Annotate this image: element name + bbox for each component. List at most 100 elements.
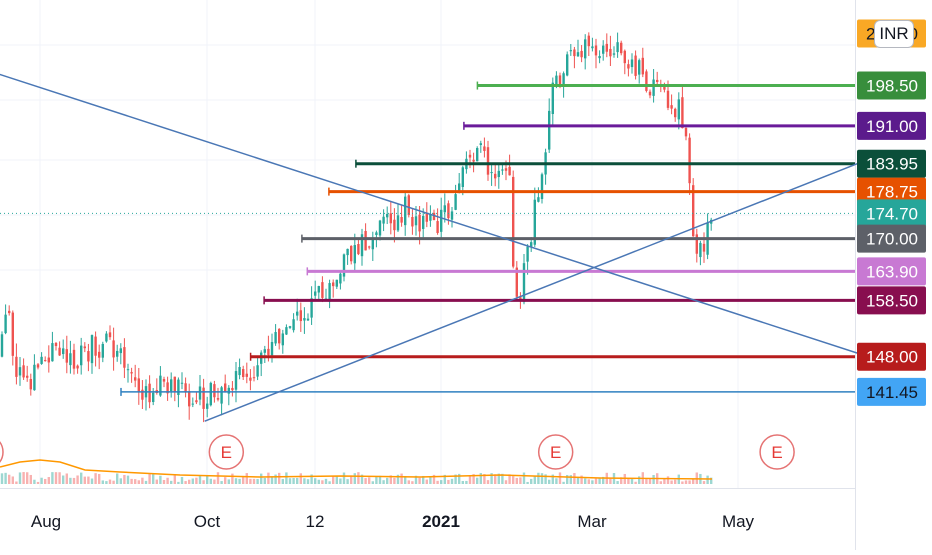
- volume-bar: [184, 481, 187, 484]
- candle-body: [231, 387, 234, 391]
- volume-bar: [238, 478, 241, 484]
- volume-bar: [87, 476, 90, 484]
- candle-body: [180, 382, 184, 384]
- volume-bar: [648, 478, 652, 484]
- candle-body: [216, 398, 220, 400]
- time-tick-label: Oct: [194, 512, 221, 531]
- volume-bar: [544, 474, 547, 484]
- candle-body: [436, 221, 439, 233]
- volume-bar: [594, 478, 598, 484]
- candle-body: [591, 46, 594, 49]
- candle-body: [184, 383, 187, 393]
- volume-bar: [670, 480, 673, 484]
- volume-bar: [76, 475, 79, 484]
- candle-body: [177, 379, 180, 395]
- volume-bar: [292, 478, 295, 484]
- candle-body: [335, 279, 338, 287]
- candle-body: [195, 400, 198, 403]
- volume-bar: [353, 473, 356, 484]
- candle-body: [504, 168, 508, 171]
- volume-bar: [324, 478, 328, 484]
- candle-body: [576, 52, 580, 57]
- price-label-text: 198.50: [866, 77, 918, 96]
- price-label-text: 191.00: [866, 117, 918, 136]
- volume-bar: [314, 478, 317, 484]
- volume-bar: [375, 476, 378, 484]
- candle-body: [90, 335, 94, 364]
- volume-bar: [501, 473, 504, 484]
- candle-body: [548, 110, 551, 150]
- candle-body: [94, 336, 97, 356]
- candle-body: [609, 48, 612, 57]
- volume-bar: [674, 479, 677, 484]
- volume-bar: [400, 473, 403, 484]
- volume-bar: [29, 474, 32, 484]
- candle-body: [119, 348, 122, 354]
- candle-body: [537, 197, 540, 202]
- volume-bar: [177, 481, 180, 484]
- volume-bar: [98, 473, 101, 484]
- candle-body: [130, 372, 133, 374]
- candle-body: [206, 403, 209, 409]
- volume-bar: [566, 474, 569, 484]
- volume-bar: [137, 480, 140, 484]
- volume-bar: [256, 479, 259, 484]
- candle-body: [188, 391, 191, 407]
- volume-bar: [220, 481, 223, 484]
- volume-bar: [479, 473, 482, 484]
- volume-bar: [663, 478, 666, 484]
- volume-bar: [569, 475, 572, 484]
- candle-body: [123, 347, 126, 368]
- candle-body: [526, 246, 529, 262]
- candle-body: [382, 216, 385, 224]
- volume-bar: [440, 480, 443, 484]
- candle-body: [447, 203, 450, 219]
- volume-bar: [180, 476, 184, 484]
- candle-body: [213, 384, 216, 398]
- volume-bar: [303, 478, 306, 484]
- volume-bar: [90, 478, 94, 484]
- time-tick-label: Aug: [31, 512, 61, 531]
- currency-badge[interactable]: INR: [874, 20, 914, 48]
- candle-body: [278, 328, 281, 344]
- candle-body: [350, 245, 353, 262]
- candle-body: [425, 212, 428, 222]
- candle-body: [346, 248, 349, 256]
- candle-body: [33, 364, 36, 391]
- volume-bar: [537, 472, 540, 484]
- volume-bar: [652, 475, 655, 484]
- candle-body: [396, 215, 400, 231]
- volume-bar: [576, 477, 580, 484]
- volume-bar: [328, 481, 331, 484]
- volume-bar: [105, 481, 108, 484]
- candle-body: [303, 318, 306, 321]
- candle-body: [267, 348, 270, 355]
- volume-bar: [710, 477, 713, 484]
- volume-bar: [141, 477, 144, 484]
- candle-body: [270, 341, 274, 356]
- volume-bar: [634, 481, 637, 484]
- volume-bar: [414, 475, 418, 484]
- volume-bar: [465, 480, 468, 484]
- volume-bar: [8, 474, 11, 484]
- candle-body: [22, 365, 25, 378]
- candle-body: [299, 310, 302, 322]
- candle-body: [623, 50, 626, 64]
- candle-body: [234, 371, 238, 390]
- candle-body: [11, 312, 14, 356]
- volume-bar: [65, 473, 68, 484]
- volume-bar: [130, 478, 133, 484]
- volume-bar: [296, 477, 299, 484]
- candle-body: [98, 351, 101, 358]
- time-tick-label: Mar: [577, 512, 607, 531]
- candle-body: [292, 319, 295, 331]
- volume-bar: [522, 472, 526, 484]
- volume-bar: [148, 473, 151, 484]
- volume-bar: [155, 479, 158, 484]
- candle-body: [692, 185, 695, 237]
- volume-bar: [72, 477, 76, 484]
- candle-body: [634, 55, 637, 76]
- volume-bar: [512, 476, 515, 484]
